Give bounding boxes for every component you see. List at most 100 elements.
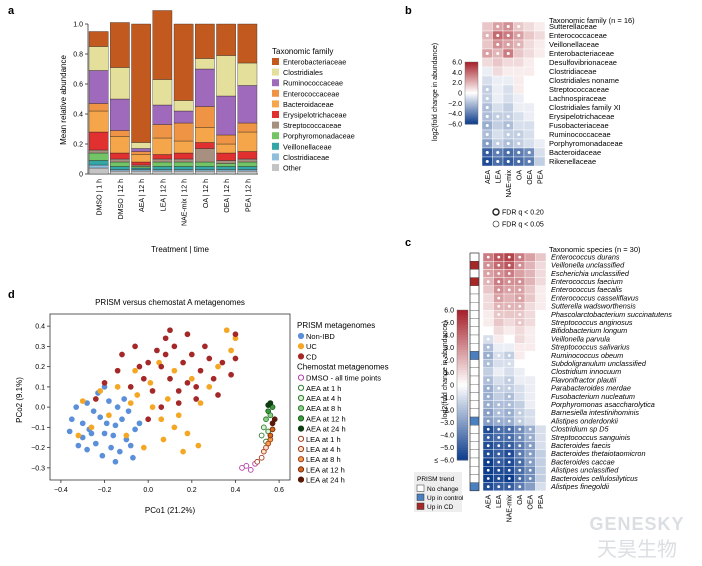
panel-c-trend-cell: [469, 302, 480, 311]
panel-b-sig-dot: [496, 33, 500, 38]
panel-c-sig-dot: [507, 460, 511, 464]
panel-b-cell: [523, 48, 535, 59]
panel-b-sig-dot: [506, 33, 510, 38]
panel-a-legend-label: Enterobacteriaceae: [283, 58, 346, 67]
panel-a-bar-segment: [110, 152, 130, 160]
panel-d-legend-marker: [297, 405, 305, 412]
panel-c-sig-dot: [497, 296, 501, 300]
panel-b-sig-dot: [506, 24, 510, 29]
panel-c-cell: [535, 269, 547, 278]
panel-d-point: [215, 363, 221, 370]
panel-c-trend-legend-title: PRISM trend: [417, 476, 455, 483]
panel-d-ytick-label: 0.0: [35, 405, 45, 412]
panel-b-sig-dot: [485, 123, 489, 128]
panel-c-sig-dot: [486, 386, 490, 390]
panel-b-colorbar-step: [465, 96, 478, 98]
panel-b-colorbar-step: [465, 117, 478, 120]
panel-d-point: [206, 384, 213, 390]
panel-c-sig-dot: [528, 460, 532, 464]
panel-c-colorbar-frame: [456, 309, 469, 461]
panel-c-trend-legend-label: No change: [427, 486, 459, 493]
panel-d-point: [258, 432, 265, 439]
panel-c-cell: [535, 482, 547, 492]
panel-c-cell: [524, 326, 536, 336]
panel-c-cell: [503, 367, 515, 377]
panel-c-trend-cell: [469, 334, 480, 344]
panel-d-point: [184, 331, 191, 338]
panel-c-colorbar-step: [457, 332, 468, 336]
panel-c-colorbar-step: [457, 355, 468, 358]
panel-c-colorbar-step: [457, 345, 468, 348]
panel-c-trend-cell: [469, 285, 480, 295]
panel-d-point: [149, 388, 156, 394]
panel-b-colorbar-step: [465, 122, 478, 125]
panel-letter-c: c: [405, 237, 411, 249]
panel-b-sig-dot: [506, 159, 510, 164]
panel-d-point: [263, 416, 269, 423]
panel-a-bar-segment: [173, 140, 194, 154]
panel-b-cell: [523, 30, 535, 41]
panel-c-sig-dot: [486, 485, 490, 489]
panel-d-scatter: PRISM versus chemostat A metagenomes PCo…: [15, 298, 389, 515]
panel-d-point: [171, 424, 178, 431]
panel-a-bar-segment: [195, 127, 215, 143]
panel-d-point: [195, 442, 202, 449]
panel-d-point: [202, 343, 208, 350]
panel-b-cell: [481, 39, 493, 50]
panel-d-point: [123, 432, 130, 439]
panel-b-colorbar-step: [465, 83, 478, 86]
panel-c-colorbar-step: [457, 342, 468, 346]
panel-a-bar-segment: [195, 142, 215, 149]
panel-c-trend-cell: [469, 367, 480, 377]
panel-a-legend-label: Ruminococcaceae: [283, 79, 343, 88]
panel-c-cell: [493, 326, 505, 336]
panel-a-bar-segment: [88, 164, 109, 169]
panel-b-colorbar-step: [465, 115, 478, 118]
panel-b-colorbar-step: [465, 72, 478, 74]
panel-a-legend-swatch: [272, 164, 279, 171]
panel-c-cell: [493, 318, 505, 328]
panel-a-bar-segment: [88, 160, 109, 166]
panel-c-cell: [524, 269, 536, 278]
panel-a-bar-segment: [195, 161, 215, 167]
panel-c-cell: [524, 285, 536, 295]
panel-d-point: [127, 384, 134, 390]
panel-b-sig-dot: [506, 51, 510, 56]
panel-a-legend-label: Streptococcaceae: [283, 121, 341, 130]
panel-d-point: [136, 420, 143, 427]
panel-a-bar-segment: [173, 169, 194, 172]
panel-a-legend-swatch: [272, 153, 279, 161]
panel-b-colorbar-step: [465, 94, 478, 96]
panel-b-col-label: OA: [516, 170, 523, 180]
panel-b-colorbar-step: [465, 109, 478, 112]
panel-d-legend-label: AEA at 8 h: [306, 404, 341, 413]
panel-b-cell: [534, 138, 546, 149]
panel-b-sig-dot: [496, 51, 500, 56]
panel-b-colorbar-step: [465, 79, 478, 82]
panel-d-point: [162, 335, 169, 342]
panel-c-sig-dot: [528, 468, 532, 472]
panel-c-cell: [524, 408, 536, 418]
panel-b-colorbar-step: [465, 88, 478, 91]
panel-a-bar-segment: [237, 85, 258, 124]
panel-b-colorbar-step: [465, 120, 478, 123]
panel-b-sig-dot: [485, 105, 489, 110]
panel-c-colorbar-tick: −3.0: [440, 420, 454, 427]
panel-c-col-label: OEA: [528, 494, 535, 509]
panel-d-point: [90, 408, 97, 415]
panel-d-point: [247, 467, 254, 473]
panel-c-trend-cell: [469, 277, 480, 286]
panel-b-colorbar-step: [465, 65, 478, 67]
panel-b-fdr-label: FDR q < 0.05: [502, 222, 544, 229]
panel-c-heatmap: log2(fold change in abundance) Taxonomic…: [414, 245, 672, 522]
panel-c-colorbar-step: [457, 325, 468, 328]
panel-c-cell: [514, 269, 526, 278]
panel-a-bar-segment: [237, 151, 258, 160]
panel-c-cell: [503, 326, 515, 336]
panel-d-point: [160, 436, 167, 443]
panel-b-row-title: Taxonomic family (n = 16): [549, 16, 635, 25]
panel-a-bar-segment: [237, 161, 258, 167]
panel-c-cell: [514, 326, 526, 336]
panel-d-point: [243, 462, 250, 469]
panel-c-trend-cell: [469, 392, 480, 401]
